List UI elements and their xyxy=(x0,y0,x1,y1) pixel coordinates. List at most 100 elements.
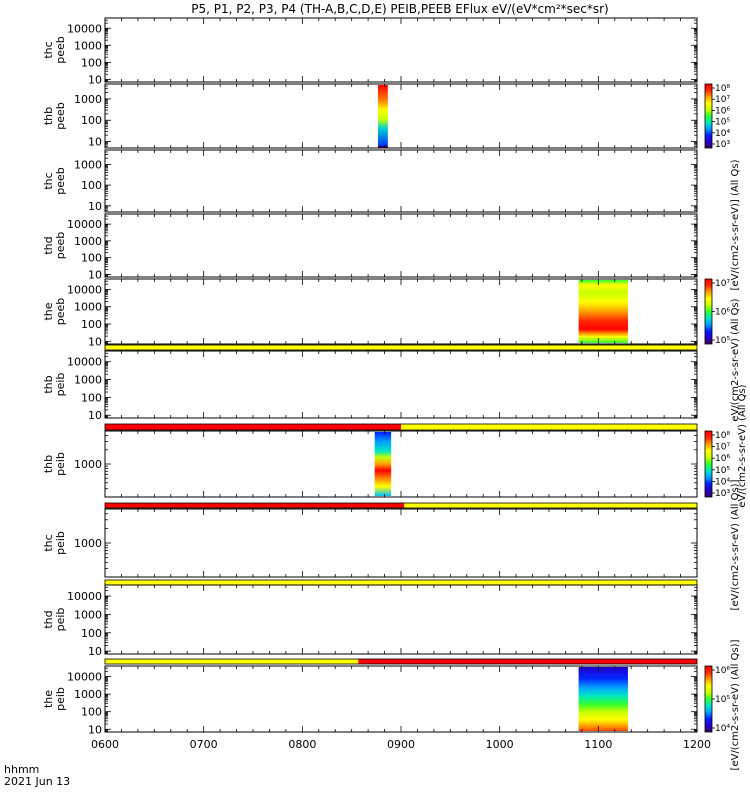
y-tick-label: 100 xyxy=(81,627,102,640)
colorbar-label-4: [eV/(cm2-s-sr-eV) (All Qs)] xyxy=(730,479,741,610)
quality-bar-segment xyxy=(401,424,697,430)
panel-frame xyxy=(104,350,698,419)
y-tick-label: 10 xyxy=(88,723,102,736)
y-tick-label: 1000 xyxy=(74,458,102,471)
panel-label-probe: thb xyxy=(42,375,55,393)
panel-label-product: peib xyxy=(54,373,67,397)
x-tick-label: 1100 xyxy=(584,738,612,751)
colorbar-tick-label: 10⁶ xyxy=(715,106,730,116)
colorbar xyxy=(704,83,713,149)
panel-4: 10000 1000 100 10 thd peeb xyxy=(42,213,698,281)
y-tick-label: 100 xyxy=(81,318,102,331)
colorbar-tick-label: 10⁷ xyxy=(715,443,730,453)
panel-label-product: peib xyxy=(54,608,67,632)
colorbar-label-5: [eV/(cm2-s-sr-eV) (All Qs)] xyxy=(730,639,741,770)
colorbar-tick-label: 10³ xyxy=(715,489,730,499)
panel-label-product: peib xyxy=(54,531,67,555)
quality-bar-frame xyxy=(104,502,698,509)
colorbar-tick-label: 10⁶ xyxy=(715,666,730,676)
quality-bar-segment xyxy=(105,424,401,430)
colorbar-tick-label: 10⁷ xyxy=(715,279,730,289)
panel-frame xyxy=(104,17,698,83)
panel-label-product: peib xyxy=(54,687,67,711)
y-tick-label: 1000 xyxy=(74,235,102,248)
y-tick-label: 10 xyxy=(88,73,102,86)
x-tick-label: 0800 xyxy=(288,738,316,751)
colorbar-tick-label: 10⁴ xyxy=(715,129,730,139)
y-tick-label: 1000 xyxy=(74,608,102,621)
panel-label-probe: thc xyxy=(42,172,55,189)
spectrogram-block-edge xyxy=(377,146,388,148)
y-tick-label: 10000 xyxy=(67,283,102,296)
y-tick-label: 10000 xyxy=(67,218,102,231)
panel-1: 10000 1000 100 10 thc peeb xyxy=(42,17,698,86)
panel-8: 1000 thc peib xyxy=(42,508,698,578)
colorbar-tick-label: 10⁴ xyxy=(715,724,730,734)
x-tick-label: 0600 xyxy=(91,738,119,751)
panel-5: 10000 1000 100 10 the peeb 10⁷ 10⁶ 10⁵ xyxy=(42,278,730,348)
colorbar-label-3: eV/(cm2-s-sr-eV) (All Qs) xyxy=(737,384,748,507)
panel-frame xyxy=(104,584,698,655)
panel-label-probe: thd xyxy=(42,236,55,254)
y-tick-label: 100 xyxy=(81,391,102,404)
colorbar-tick-label: 10⁵ xyxy=(715,466,730,476)
footer-time-label: hhmm xyxy=(4,763,39,776)
panel-frame xyxy=(104,149,698,213)
panel-3: 1000 100 10 thc peeb xyxy=(42,149,698,213)
colorbar-tick-label: 10⁵ xyxy=(715,336,730,346)
y-tick-label: 10 xyxy=(88,335,102,348)
panel-10: 10000 1000 100 10 the peib 10⁶ 10⁵ 10⁴ xyxy=(42,665,730,736)
y-tick-label: 1000 xyxy=(74,537,102,550)
panel-label-probe: the xyxy=(42,690,55,708)
spectrogram-block xyxy=(377,85,388,147)
x-tick-label: 0900 xyxy=(387,738,415,751)
y-tick-label: 10 xyxy=(88,136,102,149)
quality-bar-frame xyxy=(104,344,698,351)
quality-bar-frame xyxy=(104,658,698,665)
colorbar-tick-label: 10⁶ xyxy=(715,454,730,464)
colorbar-tick-label: 10⁷ xyxy=(715,95,730,105)
colorbar-label-1: [eV/(cm2-s-sr-eV)] (All Qs) xyxy=(730,159,741,290)
y-tick-label: 1000 xyxy=(74,301,102,314)
x-tick-label: 1200 xyxy=(683,738,711,751)
colorbar-tick-label: 10³ xyxy=(715,140,730,150)
y-tick-label: 10 xyxy=(88,200,102,213)
colorbar xyxy=(704,430,713,498)
panel-label-probe: thc xyxy=(42,534,55,551)
chart-title: P5, P1, P2, P3, P4 (TH-A,B,C,D,E) PEIB,P… xyxy=(191,2,608,16)
x-tick-label: 1000 xyxy=(486,738,514,751)
y-tick-label: 10 xyxy=(88,268,102,281)
panel-frame xyxy=(104,83,698,149)
y-tick-label: 100 xyxy=(81,706,102,719)
y-tick-label: 10000 xyxy=(67,356,102,369)
x-tick-label: 0700 xyxy=(190,738,218,751)
panel-label-product: peeb xyxy=(54,232,67,260)
colorbar xyxy=(704,278,713,345)
panel-frame xyxy=(104,508,698,578)
colorbar-tick-label: 10⁶ xyxy=(715,308,730,318)
y-tick-label: 10000 xyxy=(67,671,102,684)
y-tick-label: 1000 xyxy=(74,374,102,387)
colorbar-tick-label: 10⁸ xyxy=(715,431,730,441)
panel-label-product: peeb xyxy=(54,36,67,64)
y-tick-label: 100 xyxy=(81,179,102,192)
panel-label-probe: thb xyxy=(42,455,55,473)
y-tick-label: 10000 xyxy=(67,22,102,35)
footer-date-label: 2021 Jun 13 xyxy=(4,775,70,788)
y-tick-label: 1000 xyxy=(74,688,102,701)
panel-label-probe: thb xyxy=(42,107,55,125)
panel-label-product: peeb xyxy=(54,102,67,130)
panel-label-probe: thd xyxy=(42,610,55,628)
quality-bar-segment xyxy=(105,345,697,350)
y-tick-label: 10000 xyxy=(67,590,102,603)
panel-label-product: peeb xyxy=(54,298,67,326)
colorbar-tick-label: 10⁵ xyxy=(715,695,730,705)
panel-frame xyxy=(104,430,698,498)
colorbar-tick-label: 10⁴ xyxy=(715,477,730,487)
quality-bar-segment xyxy=(358,659,697,664)
quality-bar-segment xyxy=(404,503,697,508)
